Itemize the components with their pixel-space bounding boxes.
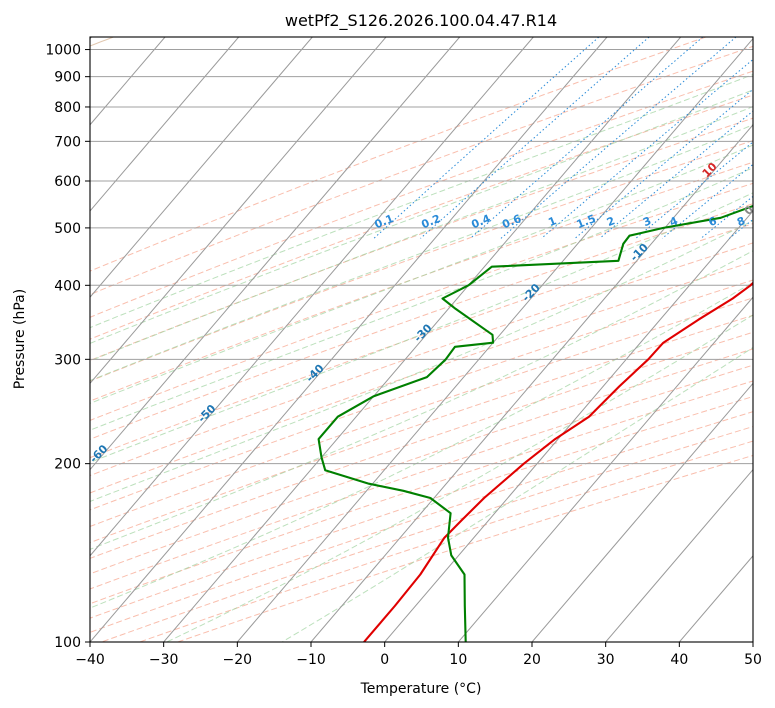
isotherm-line bbox=[90, 37, 313, 298]
isotherm-line bbox=[236, 37, 753, 642]
moist-adiabat-line bbox=[90, 167, 753, 431]
isotherm-line bbox=[90, 37, 240, 212]
mixing-ratio-label: 3 bbox=[641, 214, 653, 229]
y-tick-label: 200 bbox=[54, 457, 81, 473]
isotherm-line bbox=[90, 37, 534, 557]
x-tick-label: 20 bbox=[523, 652, 541, 668]
moist-adiabat-line bbox=[90, 106, 753, 362]
x-tick-label: 40 bbox=[670, 652, 688, 668]
x-tick-label: −40 bbox=[75, 652, 105, 668]
x-tick-label: 0 bbox=[380, 652, 389, 668]
dry-adiabat-line bbox=[90, 396, 753, 619]
isotherm-line bbox=[605, 468, 753, 642]
mixing-ratio-label: 2 bbox=[605, 214, 617, 229]
y-tick-label: 100 bbox=[54, 635, 81, 651]
dry-adiabat-line bbox=[90, 45, 753, 296]
x-tick-label: 30 bbox=[597, 652, 615, 668]
isotherm-line bbox=[90, 37, 608, 642]
moist-adiabat-line bbox=[90, 220, 753, 502]
plot-frame bbox=[89, 36, 754, 643]
isotherm-line bbox=[531, 382, 753, 642]
moist-adiabat-line bbox=[90, 144, 753, 404]
dry-adiabat-line bbox=[90, 203, 753, 440]
x-tick-label: 50 bbox=[744, 652, 762, 668]
x-tick-label: 10 bbox=[449, 652, 467, 668]
x-tick-label: −30 bbox=[149, 652, 179, 668]
dry-adiabat-line bbox=[90, 261, 753, 494]
mixing-ratio-line bbox=[541, 58, 753, 239]
dry-adiabat-line bbox=[90, 380, 753, 605]
mixing-ratio-label: 8 bbox=[735, 214, 747, 229]
x-tick-label: −10 bbox=[296, 652, 326, 668]
x-axis-label: Temperature (°C) bbox=[360, 681, 482, 697]
mixing-ratio-line bbox=[469, 37, 704, 239]
isotherm-line bbox=[90, 37, 387, 385]
isotherm-line bbox=[310, 124, 753, 642]
dry-adiabat-line bbox=[90, 70, 753, 318]
chart-title: wetPf2_S126.2026.100.04.47.R14 bbox=[285, 11, 557, 31]
moist-adiabat-line bbox=[281, 346, 753, 642]
y-tick-label: 300 bbox=[54, 352, 81, 368]
dry-adiabat-line bbox=[90, 161, 753, 402]
mixing-ratio-line bbox=[599, 110, 753, 239]
y-axis-label: Pressure (hPa) bbox=[12, 289, 28, 389]
dry-adiabat-line bbox=[90, 348, 753, 575]
y-tick-label: 600 bbox=[54, 174, 81, 190]
dry-adiabat-line bbox=[90, 182, 753, 421]
dry-adiabat-line bbox=[90, 117, 753, 361]
y-tick-label: 400 bbox=[54, 278, 81, 294]
dry-adiabat-line bbox=[90, 331, 753, 559]
x-tick-label: −20 bbox=[223, 652, 253, 668]
dewpoint-profile-line bbox=[317, 204, 753, 642]
isotherm-line bbox=[384, 210, 753, 642]
mixing-ratio-label: 1 bbox=[546, 214, 558, 229]
moist-adiabat-line bbox=[90, 124, 753, 382]
mixing-ratio-line bbox=[635, 141, 753, 239]
y-tick-label: 1000 bbox=[45, 43, 81, 59]
y-tick-label: 800 bbox=[54, 100, 81, 116]
isotherm-line bbox=[90, 37, 461, 471]
isotherm-line bbox=[163, 37, 682, 642]
isotherm-line bbox=[457, 296, 753, 642]
moist-adiabat-line bbox=[90, 192, 753, 463]
y-tick-label: 700 bbox=[54, 134, 81, 150]
temperature-profile-line bbox=[363, 281, 753, 642]
dry-adiabat-line bbox=[90, 297, 753, 528]
moist-adiabat-line bbox=[90, 281, 753, 609]
mixing-ratio-line bbox=[373, 37, 600, 239]
y-tick-label: 500 bbox=[54, 221, 81, 237]
mixing-ratio-line bbox=[420, 37, 650, 239]
moist-adiabat-line bbox=[90, 73, 753, 329]
y-tick-label: 900 bbox=[54, 70, 81, 86]
adiabat-label: 0 bbox=[742, 203, 757, 218]
